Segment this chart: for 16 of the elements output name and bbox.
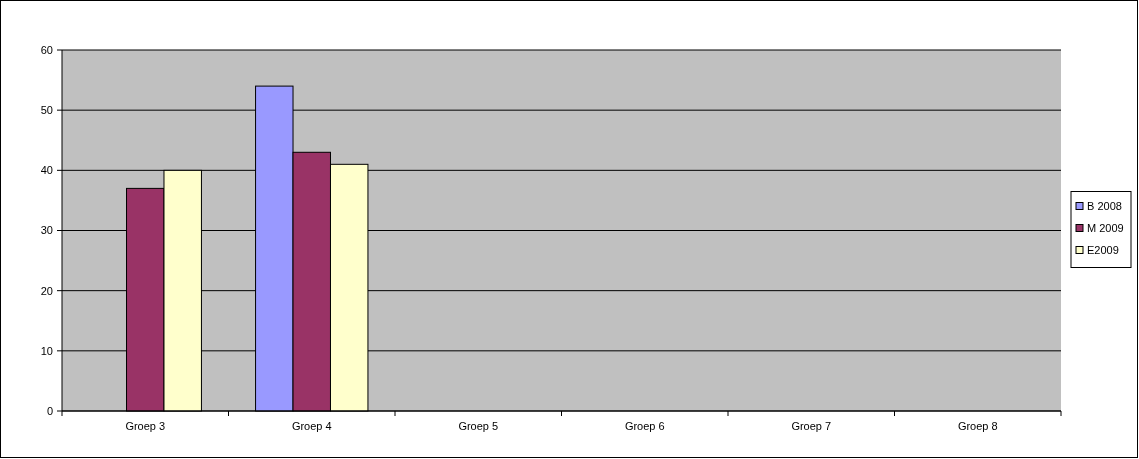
x-tick-label: Groep 8	[957, 420, 998, 432]
y-tick-label: 50	[40, 104, 53, 117]
legend-label: M 2009	[1087, 222, 1124, 235]
legend-label: E2009	[1087, 244, 1119, 257]
y-tick-label: 60	[40, 43, 53, 56]
x-tick-label: Groep 6	[624, 420, 665, 432]
x-tick-label: Groep 7	[791, 420, 832, 432]
y-tick-label: 10	[40, 344, 53, 357]
legend-label: B 2008	[1087, 200, 1122, 213]
y-tick-label: 40	[40, 164, 53, 177]
x-tick-label: Groep 5	[458, 420, 499, 432]
y-tick-label: 20	[40, 284, 53, 297]
y-tick-label: 0	[46, 404, 53, 417]
x-tick-label: Groep 4	[291, 420, 332, 432]
y-tick-label: 30	[40, 224, 53, 237]
x-tick-label: Groep 3	[125, 420, 166, 432]
